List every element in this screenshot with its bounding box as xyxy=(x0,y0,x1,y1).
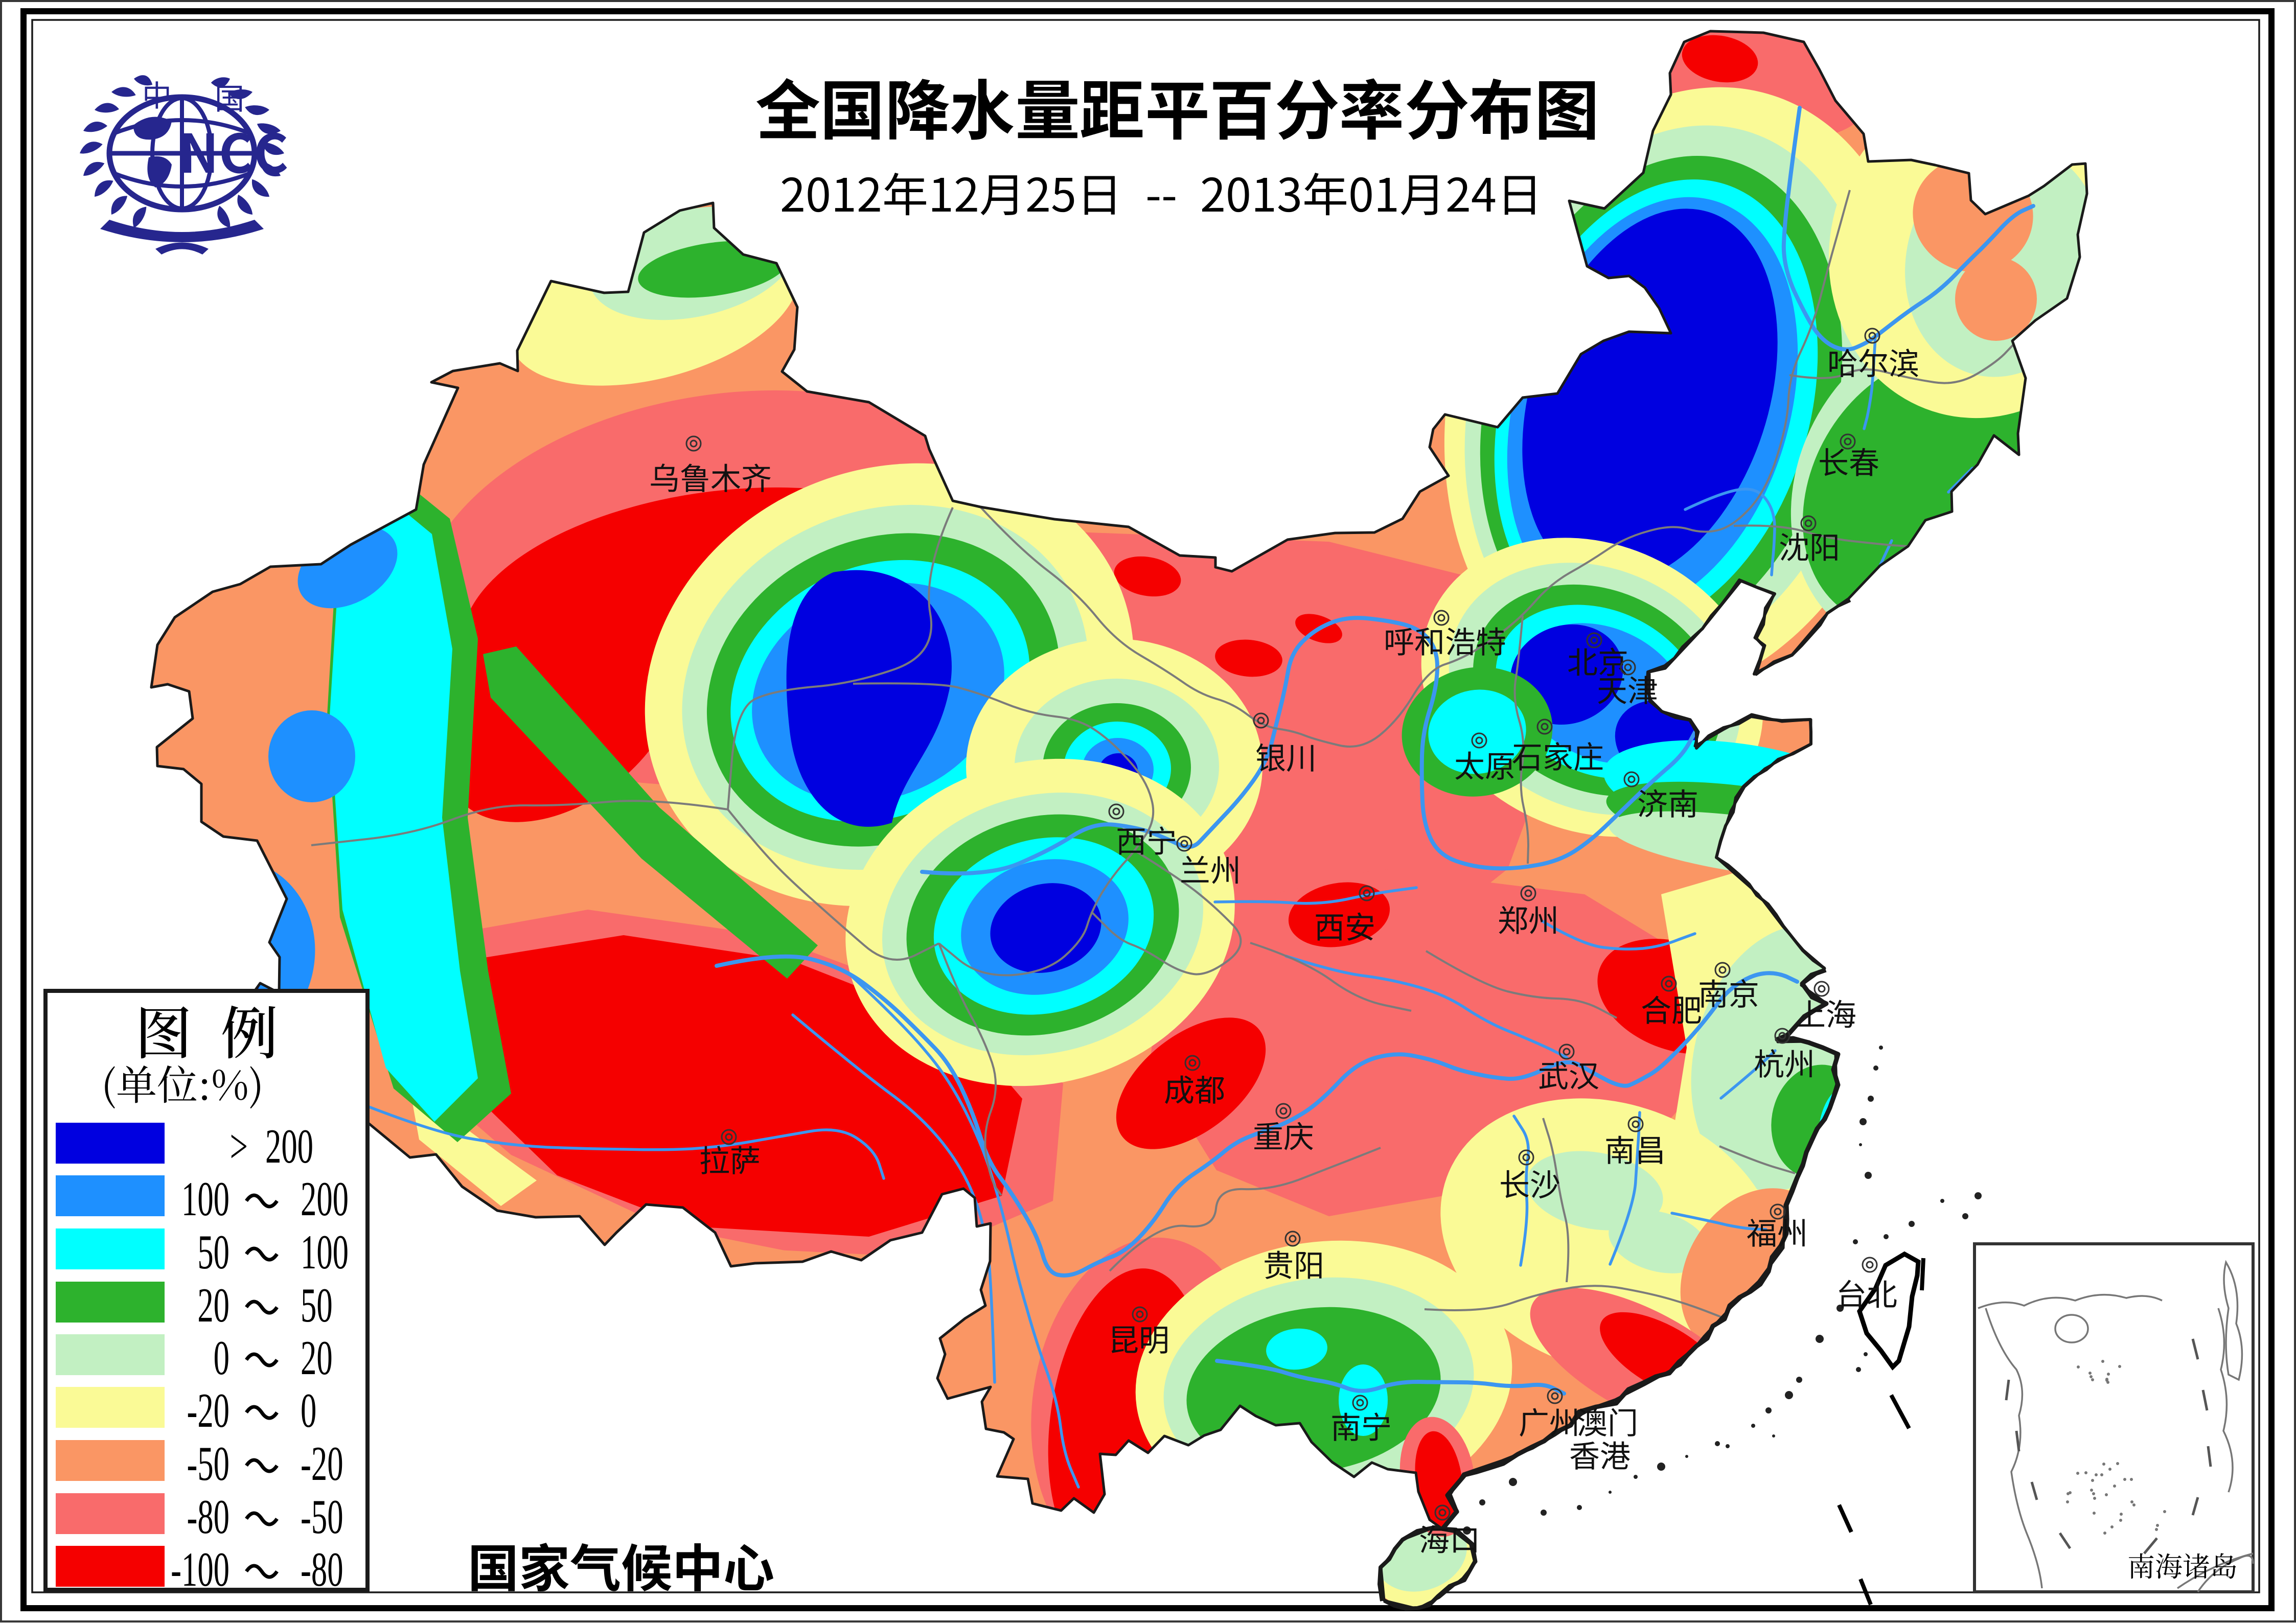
svg-text:20: 20 xyxy=(301,1331,333,1385)
svg-text:200: 200 xyxy=(265,1120,313,1173)
svg-text:200: 200 xyxy=(301,1172,349,1226)
svg-text:100: 100 xyxy=(301,1225,349,1279)
svg-text:-20: -20 xyxy=(187,1384,229,1437)
svg-text:0: 0 xyxy=(214,1331,229,1385)
svg-text:20: 20 xyxy=(197,1279,229,1332)
svg-text:-50: -50 xyxy=(301,1490,343,1544)
svg-text:-80: -80 xyxy=(187,1490,229,1544)
svg-text:-50: -50 xyxy=(187,1437,229,1491)
svg-text:-20: -20 xyxy=(301,1437,343,1491)
svg-text:>: > xyxy=(230,1120,248,1173)
svg-text:-80: -80 xyxy=(301,1543,343,1596)
svg-text:50: 50 xyxy=(197,1225,229,1279)
svg-text:-100: -100 xyxy=(171,1543,229,1596)
svg-text:100: 100 xyxy=(181,1172,229,1226)
svg-text:50: 50 xyxy=(301,1279,333,1332)
svg-text:0: 0 xyxy=(301,1384,316,1437)
